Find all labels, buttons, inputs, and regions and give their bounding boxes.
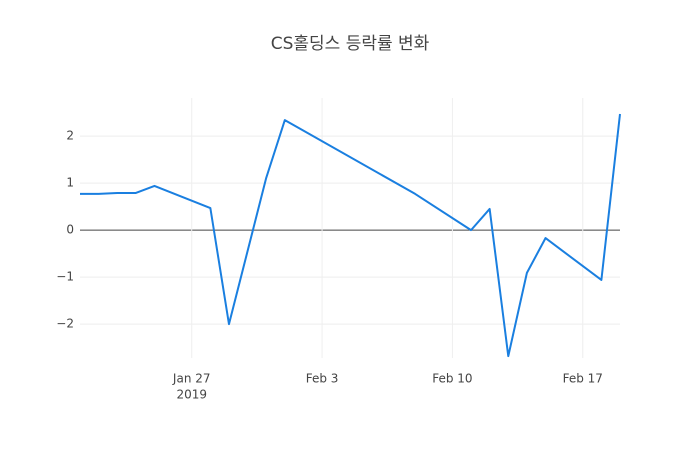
x-tick-label: Feb 17	[563, 372, 603, 386]
x-tick-label: Feb 3	[306, 372, 339, 386]
y-tick-label: −2	[56, 317, 74, 331]
chart-title: CS홀딩스 등락률 변화	[271, 34, 430, 54]
y-tick-label: 0	[66, 223, 74, 237]
y-tick-label: 2	[66, 129, 74, 143]
y-tick-label: −1	[56, 270, 74, 284]
x-tick-label: Jan 27	[172, 372, 211, 386]
x-tick-label: Feb 10	[432, 372, 472, 386]
line-series	[80, 113, 621, 358]
y-tick-label: 1	[66, 176, 74, 190]
x-year-label: 2019	[176, 388, 207, 402]
